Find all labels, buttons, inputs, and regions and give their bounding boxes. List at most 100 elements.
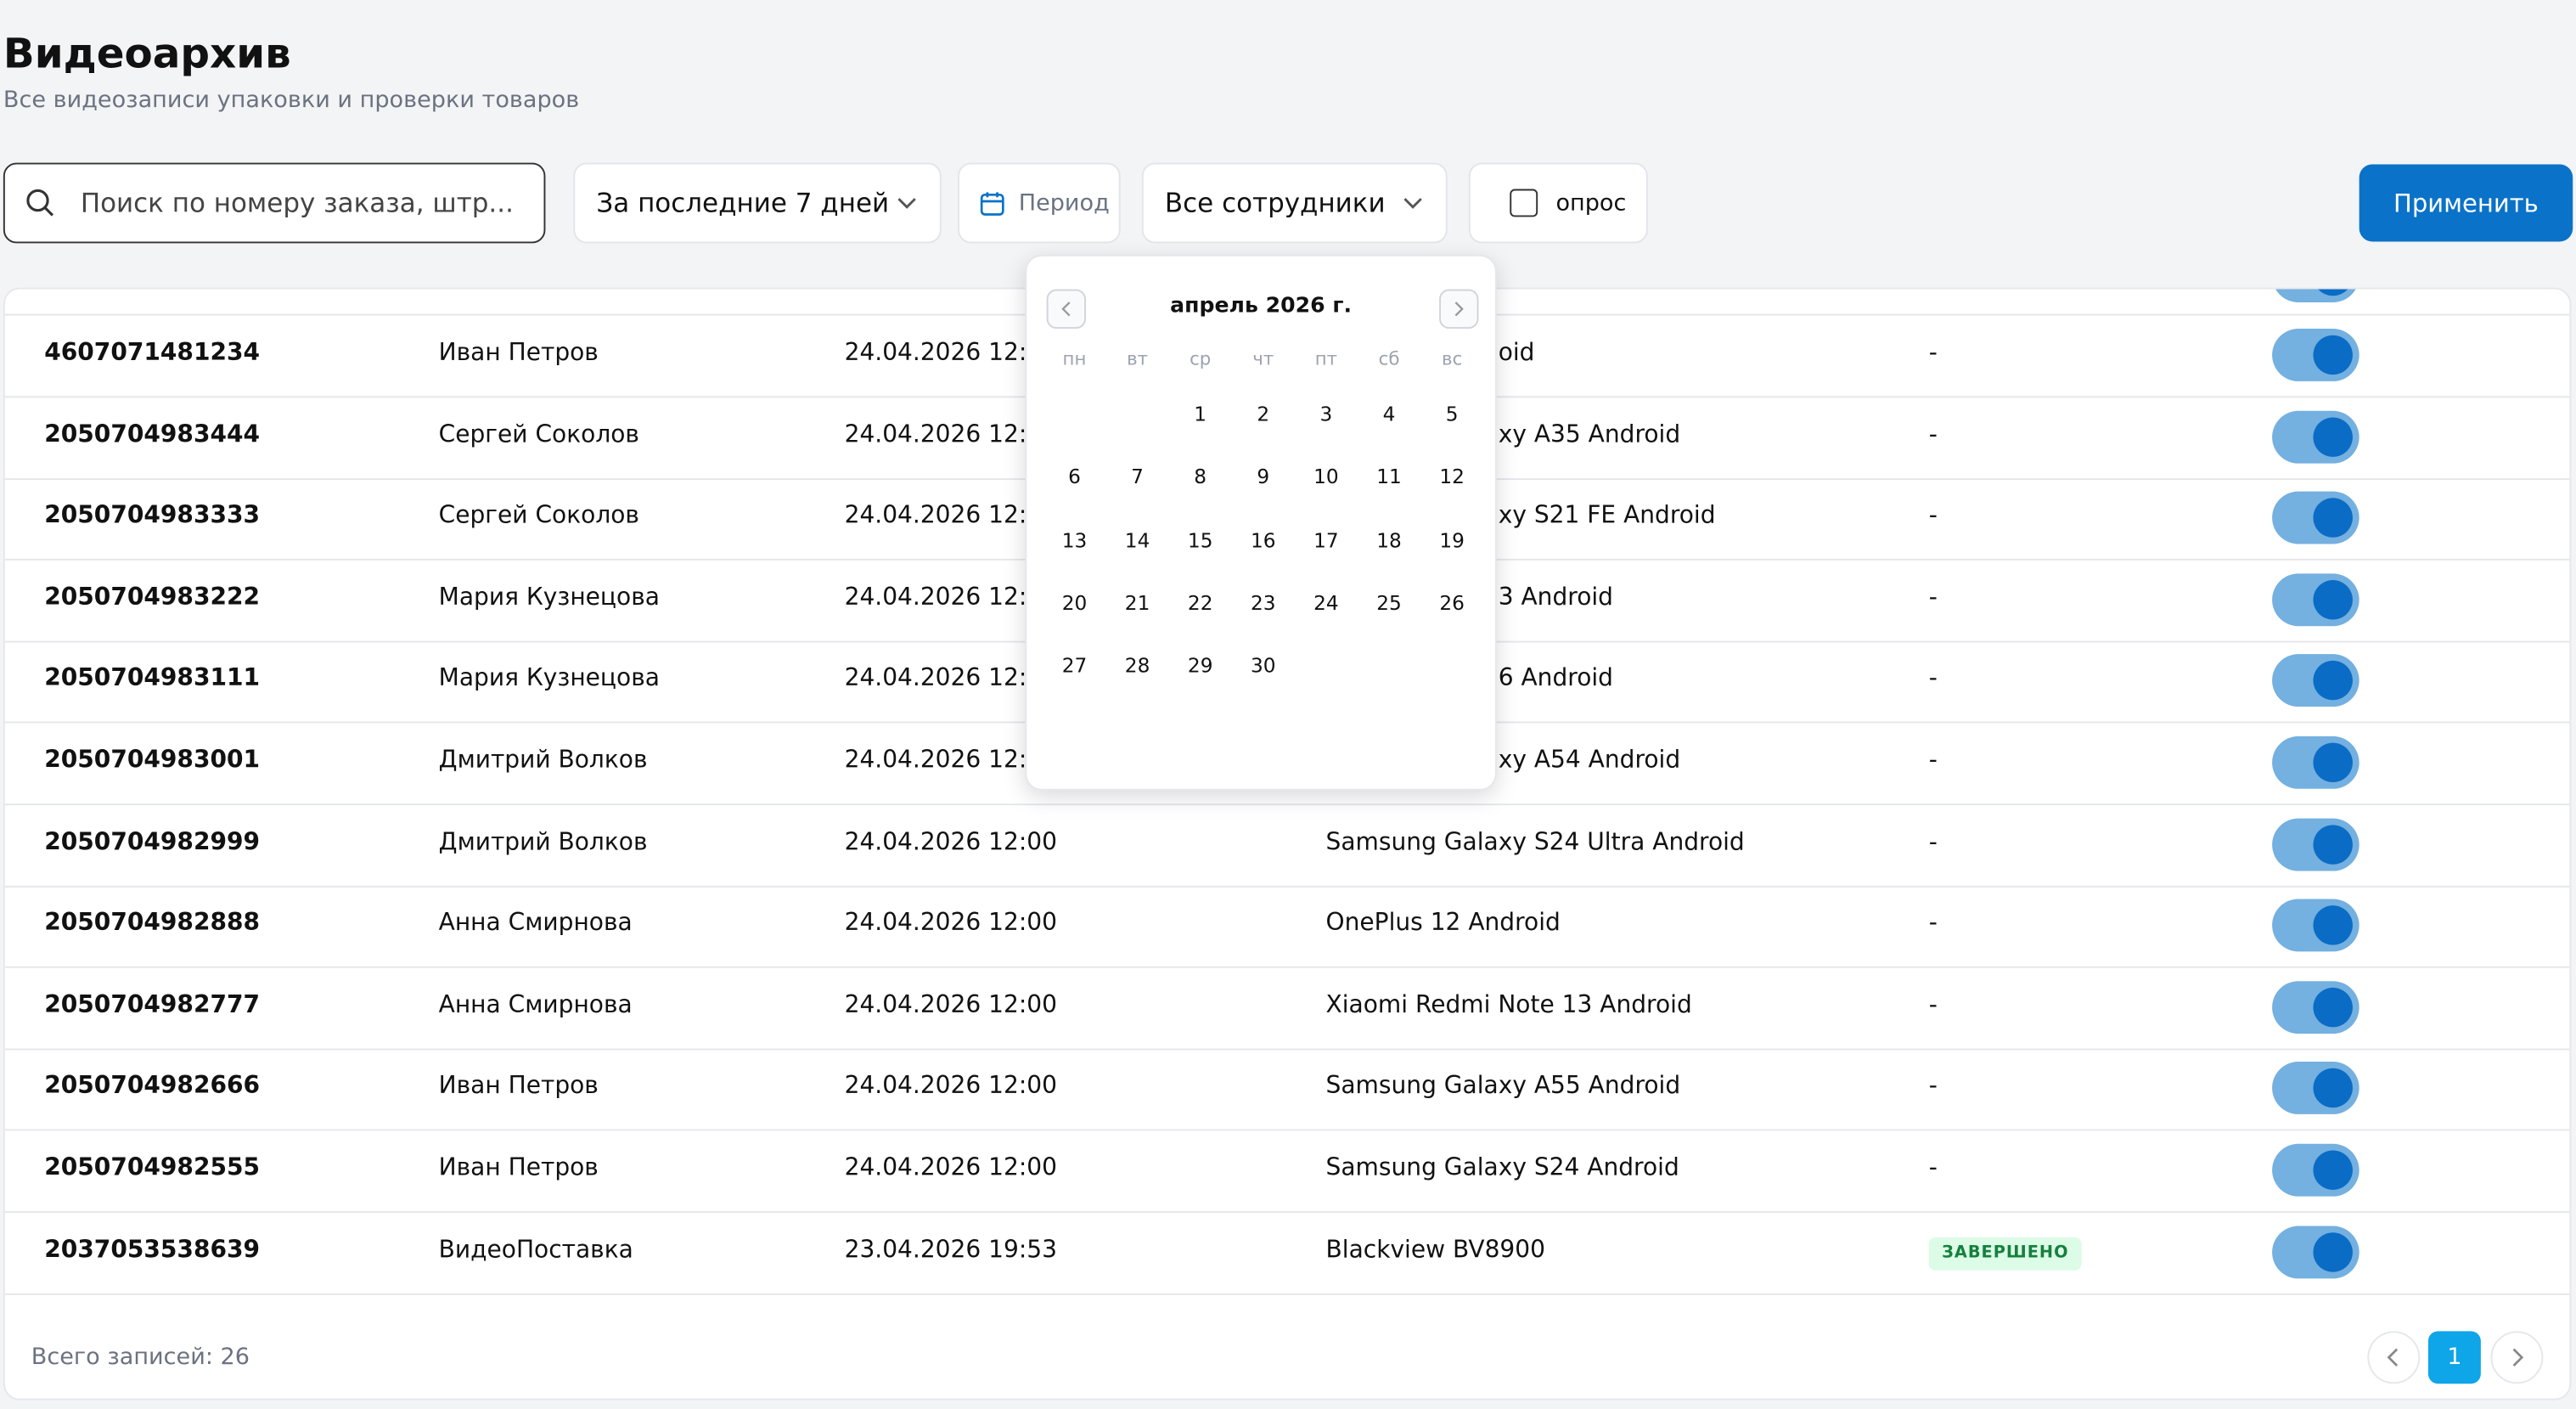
employees-select[interactable]: Все сотрудники bbox=[1141, 162, 1448, 244]
device-cell: 3 Android bbox=[1498, 584, 1613, 612]
calendar-day[interactable]: 5 bbox=[1445, 403, 1459, 426]
calendar-day[interactable]: 13 bbox=[1061, 528, 1088, 552]
period-select[interactable]: За последние 7 дней bbox=[573, 162, 942, 244]
device-cell: OnePlus 12 Android bbox=[1325, 910, 1561, 938]
search-input[interactable]: Поиск по номеру заказа, штр... bbox=[3, 162, 546, 244]
status-cell: - bbox=[1928, 503, 1938, 530]
calendar-day[interactable]: 12 bbox=[1439, 465, 1465, 489]
toggle[interactable] bbox=[2272, 899, 2359, 952]
date-cell: 24.04.2026 12:00 bbox=[844, 421, 1058, 448]
calendar-day[interactable]: 9 bbox=[1257, 465, 1270, 489]
calendar-day[interactable]: 30 bbox=[1251, 654, 1276, 678]
employee-cell: Иван Петров bbox=[438, 340, 599, 367]
prev-page[interactable] bbox=[2367, 1331, 2421, 1384]
order-number-cell: 2050704983444 bbox=[44, 421, 261, 448]
table-row: 2037053538639 ВидеоПоставка 23.04.2026 19:… bbox=[4, 1210, 2570, 1294]
calendar-day[interactable]: 18 bbox=[1376, 528, 1402, 552]
calendar-day[interactable]: 3 bbox=[1319, 403, 1333, 426]
calendar-day[interactable]: 17 bbox=[1313, 528, 1339, 552]
page-subtitle: Все видеозаписи упаковки и проверки това… bbox=[3, 87, 580, 114]
date-cell: 24.04.2026 12:00 bbox=[844, 992, 1058, 1019]
toggle[interactable] bbox=[2272, 654, 2359, 707]
toggle[interactable] bbox=[2272, 409, 2359, 463]
calendar-day[interactable]: 15 bbox=[1187, 528, 1213, 552]
calendar-day[interactable]: 23 bbox=[1251, 591, 1276, 615]
search-icon bbox=[26, 188, 54, 216]
employee-cell: Дмитрий Волков bbox=[438, 747, 648, 775]
apply-button[interactable]: Применить bbox=[2359, 164, 2573, 242]
calendar-day[interactable]: 1 bbox=[1194, 403, 1207, 426]
date-cell: 23.04.2026 19:53 bbox=[844, 1237, 1058, 1264]
table-row: 2050704983222 Мария Кузнецова 24.04.2026 1… bbox=[4, 559, 2570, 643]
order-number-cell: 2037053538639 bbox=[44, 1237, 261, 1264]
calendar-day[interactable]: 2 bbox=[1257, 403, 1270, 426]
calendar-day[interactable]: 10 bbox=[1313, 465, 1339, 489]
employee-cell: Иван Петров bbox=[438, 1074, 599, 1101]
status-cell: - bbox=[1928, 666, 1938, 693]
toggle[interactable] bbox=[2272, 572, 2359, 626]
date-cell: 24.04.2026 12:00 bbox=[844, 666, 1058, 693]
calendar-day[interactable]: 22 bbox=[1187, 591, 1213, 615]
toggle[interactable] bbox=[2272, 491, 2359, 544]
date-cell: 24.04.2026 12:00 bbox=[844, 747, 1058, 775]
toggle[interactable] bbox=[2272, 329, 2359, 381]
order-number-cell: 2050704982555 bbox=[44, 1155, 261, 1182]
page-button[interactable]: 1 bbox=[2427, 1331, 2481, 1384]
next-page[interactable] bbox=[2490, 1331, 2544, 1384]
toggle[interactable] bbox=[2272, 980, 2359, 1034]
calendar-day[interactable]: 29 bbox=[1187, 654, 1213, 678]
calendar-day[interactable]: 24 bbox=[1313, 591, 1339, 615]
weekday-label: вт bbox=[1127, 348, 1149, 370]
calendar-day[interactable]: 4 bbox=[1382, 403, 1396, 426]
calendar-next[interactable] bbox=[1439, 289, 1479, 329]
calendar-day[interactable]: 14 bbox=[1124, 528, 1150, 552]
chevron-left bbox=[1061, 302, 1071, 317]
calendar-day[interactable]: 8 bbox=[1194, 465, 1207, 489]
weekday-label: вс bbox=[1442, 348, 1463, 370]
calendar-day[interactable]: 26 bbox=[1439, 591, 1465, 615]
toggle[interactable] bbox=[2272, 1143, 2359, 1197]
calendar-day[interactable]: 6 bbox=[1068, 465, 1081, 489]
calendar-day[interactable]: 28 bbox=[1124, 654, 1150, 678]
calendar-day[interactable]: 11 bbox=[1376, 465, 1402, 489]
date-cell: 24.04.2026 12:00 bbox=[844, 340, 1058, 367]
toggle[interactable] bbox=[2272, 735, 2359, 789]
calendar-day[interactable]: 21 bbox=[1124, 591, 1150, 615]
status-cell: - bbox=[1928, 910, 1938, 938]
order-number-cell: 4607071481234 bbox=[44, 340, 261, 367]
checkbox[interactable] bbox=[1510, 189, 1538, 217]
calendar-day[interactable]: 19 bbox=[1439, 528, 1465, 552]
calendar-popup: апрель 2026 г. пн вт ср чт пт сб вс 1 2 3 4 5 6 7 8 9 10… bbox=[1025, 254, 1497, 791]
calendar-prev[interactable] bbox=[1046, 289, 1087, 329]
period-button[interactable]: Период bbox=[958, 162, 1121, 244]
device-cell: Samsung Galaxy S24 Ultra Android bbox=[1325, 829, 1745, 856]
status-cell: - bbox=[1928, 584, 1938, 612]
chevron-right bbox=[1454, 302, 1464, 317]
calendar-day[interactable]: 27 bbox=[1061, 654, 1088, 678]
status-badge: ЗАВЕРШЕНО bbox=[1928, 1237, 2083, 1270]
checkbox-filter[interactable]: опрос bbox=[1468, 162, 1648, 244]
date-cell: 24.04.2026 12:00 bbox=[844, 503, 1058, 530]
employee-cell: Анна Смирнова bbox=[438, 910, 633, 938]
calendar-icon bbox=[980, 191, 1004, 215]
calendar-day[interactable]: 20 bbox=[1061, 591, 1088, 615]
calendar-day[interactable]: 16 bbox=[1251, 528, 1276, 552]
toggle[interactable] bbox=[2272, 289, 2359, 303]
status-cell: - bbox=[1928, 1155, 1938, 1182]
toggle[interactable] bbox=[2272, 1225, 2359, 1278]
device-cell: xy A35 Android bbox=[1498, 421, 1681, 448]
order-number-cell: 2050704983222 bbox=[44, 584, 261, 612]
calendar-day[interactable]: 7 bbox=[1131, 465, 1144, 489]
status-cell: - bbox=[1928, 1074, 1938, 1101]
device-cell: xy A54 Android bbox=[1498, 747, 1681, 775]
toggle[interactable] bbox=[2272, 817, 2359, 871]
toggle[interactable] bbox=[2272, 1062, 2359, 1115]
weekday-label: пт bbox=[1314, 348, 1338, 370]
order-number-cell: 2050704983333 bbox=[44, 503, 261, 530]
employee-cell: Сергей Соколов bbox=[438, 503, 639, 530]
employee-cell: Сергей Соколов bbox=[438, 421, 639, 448]
order-number-cell: 2050704982999 bbox=[44, 829, 261, 856]
calendar-day[interactable]: 25 bbox=[1376, 591, 1402, 615]
weekday-label: пн bbox=[1062, 348, 1087, 370]
